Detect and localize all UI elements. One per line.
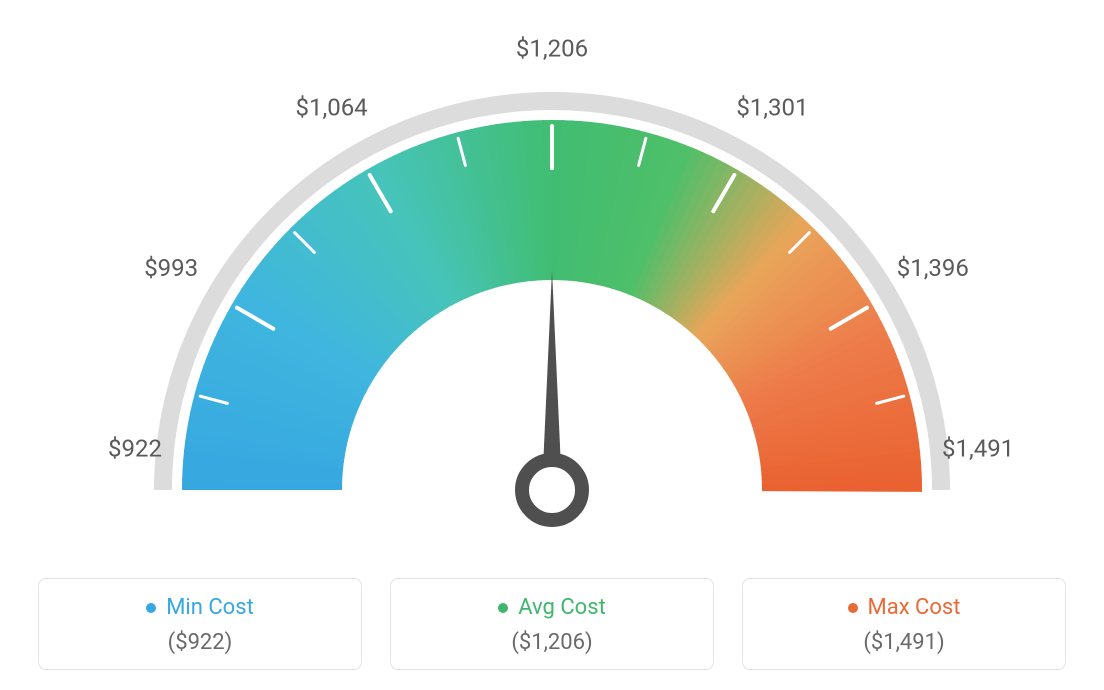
legend-card-avg: Avg Cost ($1,206): [390, 578, 714, 670]
legend-value: ($1,491): [753, 630, 1055, 655]
legend-value: ($922): [49, 630, 351, 655]
legend-title: Min Cost: [146, 595, 254, 620]
gauge-tick-label: $993: [144, 254, 198, 282]
legend-card-min: Min Cost ($922): [38, 578, 362, 670]
legend-row: Min Cost ($922) Avg Cost ($1,206) Max Cost ($…: [0, 578, 1104, 670]
gauge-needle-hub: [522, 460, 582, 520]
legend-dot-icon: [498, 603, 508, 613]
legend-title: Max Cost: [848, 595, 961, 620]
gauge-chart: $922 $993 $1,064 $1,206 $1,301 $1,396 $1,491: [0, 0, 1104, 560]
gauge-tick-label: $1,491: [942, 434, 1014, 462]
legend-title-text: Min Cost: [166, 595, 254, 620]
cost-gauge-widget: $922 $993 $1,064 $1,206 $1,301 $1,396 $1,491 M…: [0, 0, 1104, 690]
legend-title-text: Avg Cost: [518, 595, 606, 620]
legend-card-max: Max Cost ($1,491): [742, 578, 1066, 670]
legend-title-text: Max Cost: [868, 595, 961, 620]
gauge-needle: [522, 270, 582, 520]
legend-dot-icon: [146, 603, 156, 613]
gauge-tick-label: $1,064: [296, 94, 368, 122]
legend-dot-icon: [848, 603, 858, 613]
gauge-tick-label: $1,301: [736, 94, 808, 122]
legend-value: ($1,206): [401, 630, 703, 655]
gauge-tick-label: $1,396: [897, 254, 969, 282]
gauge-tick-label: $922: [108, 434, 162, 462]
gauge-tick-label: $1,206: [516, 34, 588, 62]
gauge-svg: $922 $993 $1,064 $1,206 $1,301 $1,396 $1,491: [0, 0, 1104, 560]
legend-title: Avg Cost: [498, 595, 606, 620]
